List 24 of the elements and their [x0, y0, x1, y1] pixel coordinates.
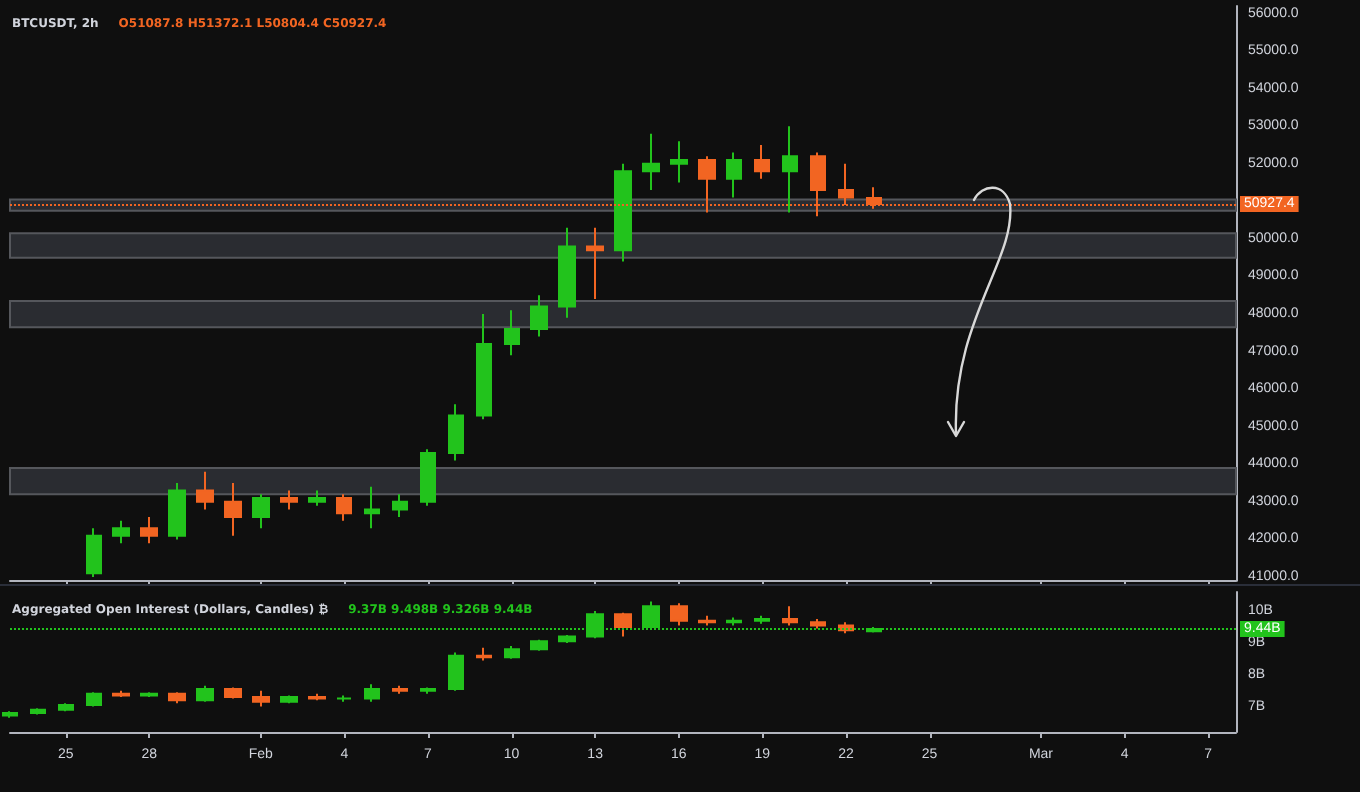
candlestick	[558, 226, 576, 319]
candlestick	[336, 493, 352, 522]
candlestick	[252, 493, 270, 530]
candlestick	[280, 489, 298, 511]
candlestick	[196, 470, 214, 511]
candlestick	[642, 132, 660, 192]
candlestick	[782, 125, 798, 214]
candlestick	[754, 143, 770, 180]
candlestick	[420, 448, 436, 507]
candlestick	[224, 482, 242, 537]
candlestick	[448, 403, 464, 462]
candlestick	[504, 309, 520, 357]
candlestick	[168, 482, 186, 541]
candlestick	[586, 226, 604, 301]
candlestick	[364, 485, 380, 530]
candlestick	[308, 489, 326, 507]
candlestick	[726, 151, 742, 199]
candlestick	[140, 515, 158, 545]
candlestick	[670, 140, 688, 184]
candlestick	[112, 519, 130, 545]
candlestick	[476, 313, 492, 421]
candlestick	[392, 493, 408, 518]
candlestick	[530, 294, 548, 338]
candlestick	[614, 162, 632, 263]
